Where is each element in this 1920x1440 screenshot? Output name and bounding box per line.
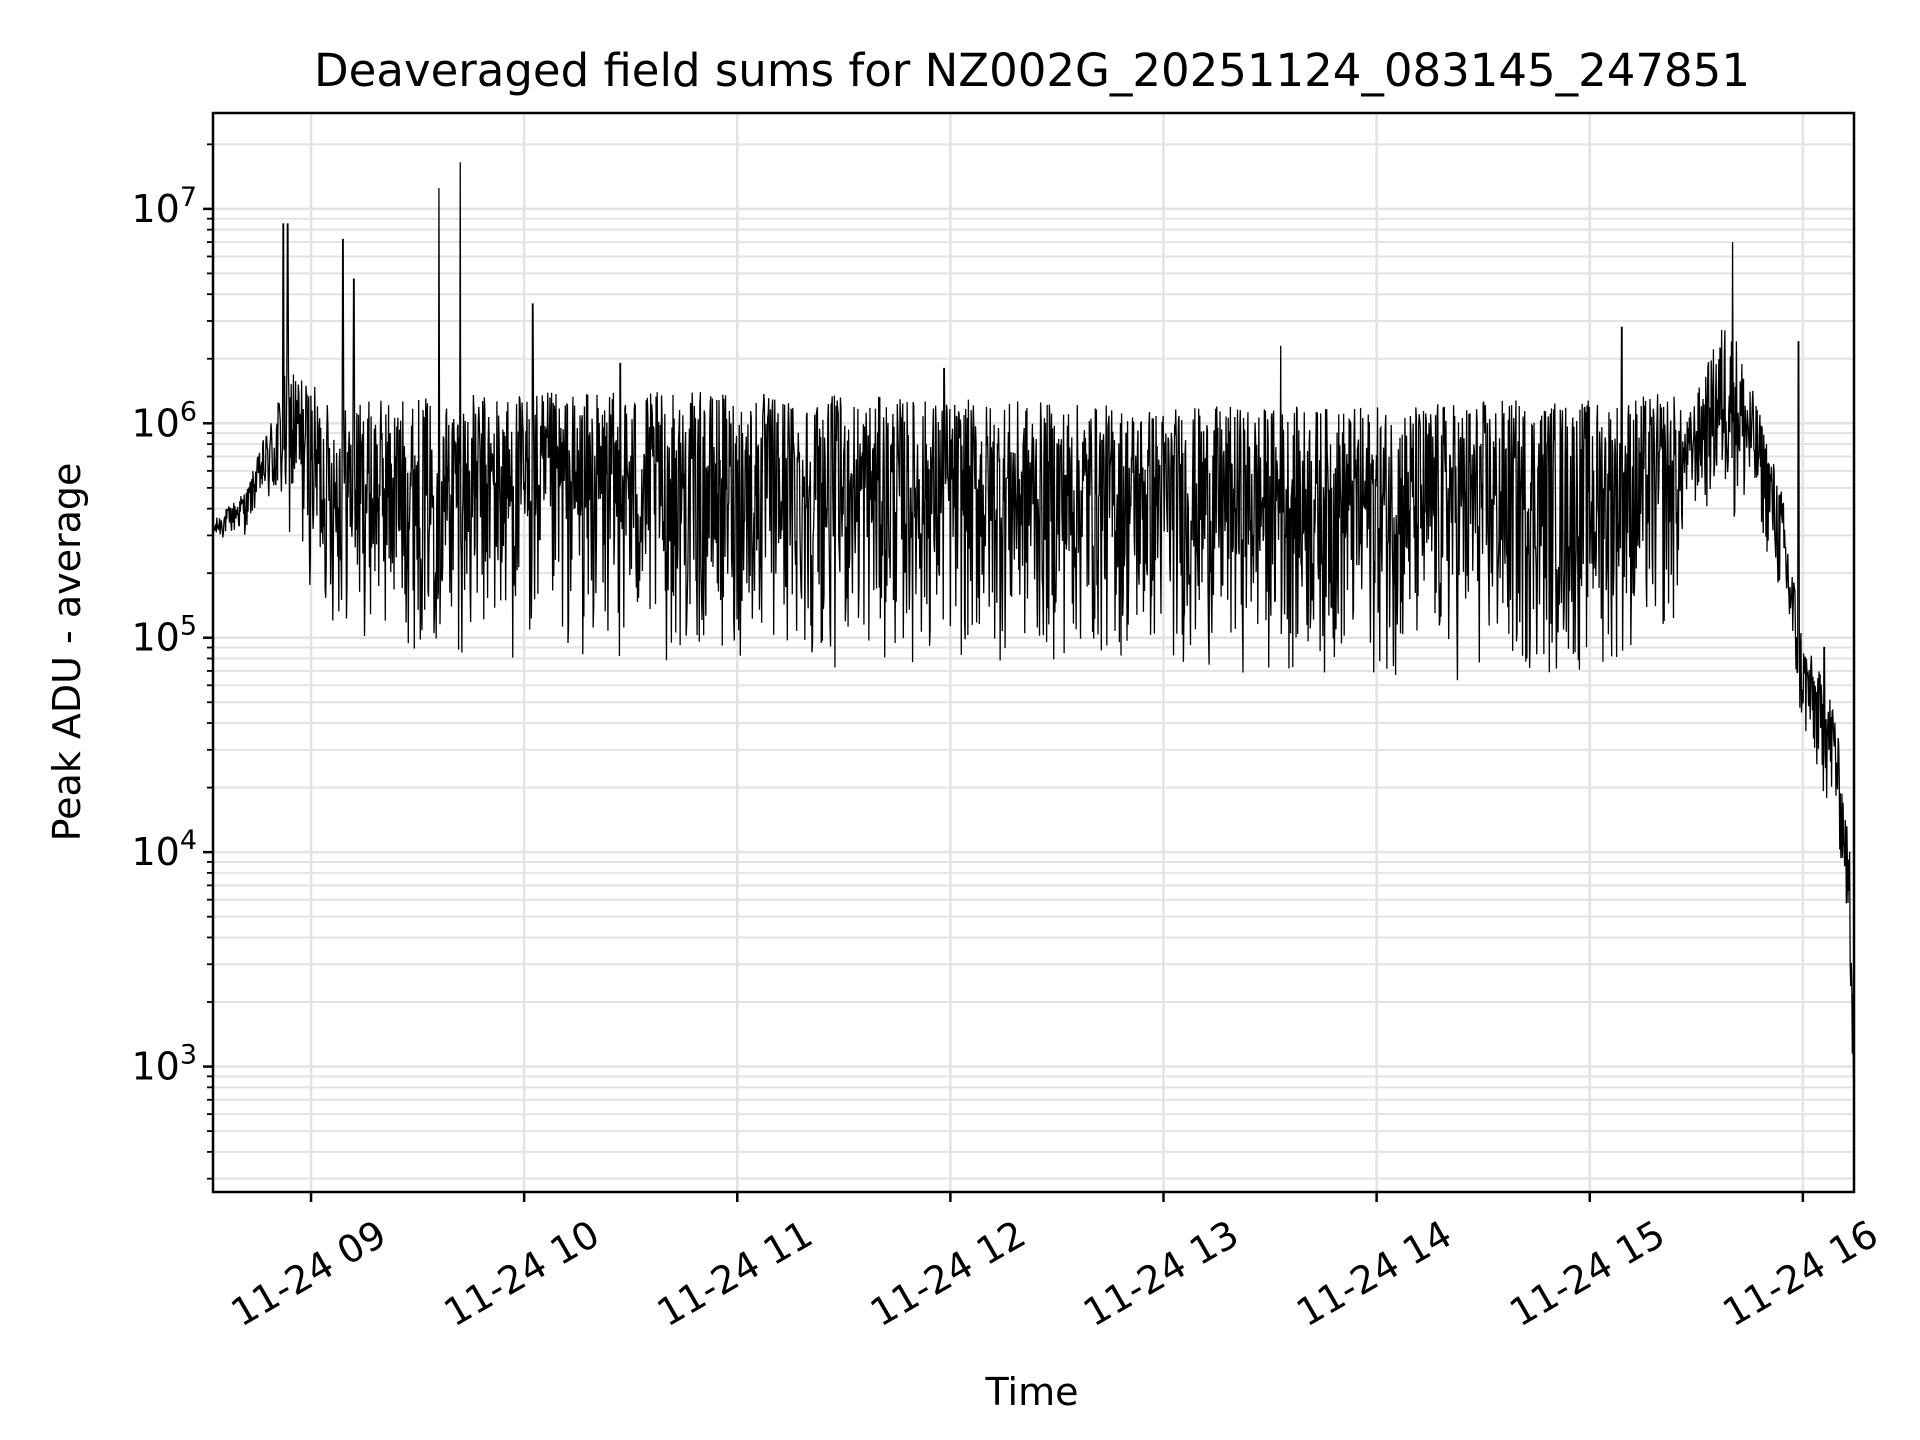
x-axis-label: Time [985, 1370, 1079, 1414]
y-axis-label: Peak ADU - average [45, 463, 89, 842]
axes-frame [211, 111, 1856, 1194]
y-tick-label: 107 [131, 182, 197, 231]
series-line [212, 162, 1855, 1078]
chart-title: Deaveraged field sums for NZ002G_2025112… [314, 44, 1750, 97]
y-tick-label: 103 [131, 1040, 197, 1089]
plot-area [212, 162, 1855, 1078]
y-axis: 103 104 105 106 107 [131, 143, 213, 1180]
y-tick-label: 105 [131, 611, 197, 660]
y-tick-label: 106 [131, 396, 197, 445]
y-tick-label: 104 [131, 825, 197, 874]
